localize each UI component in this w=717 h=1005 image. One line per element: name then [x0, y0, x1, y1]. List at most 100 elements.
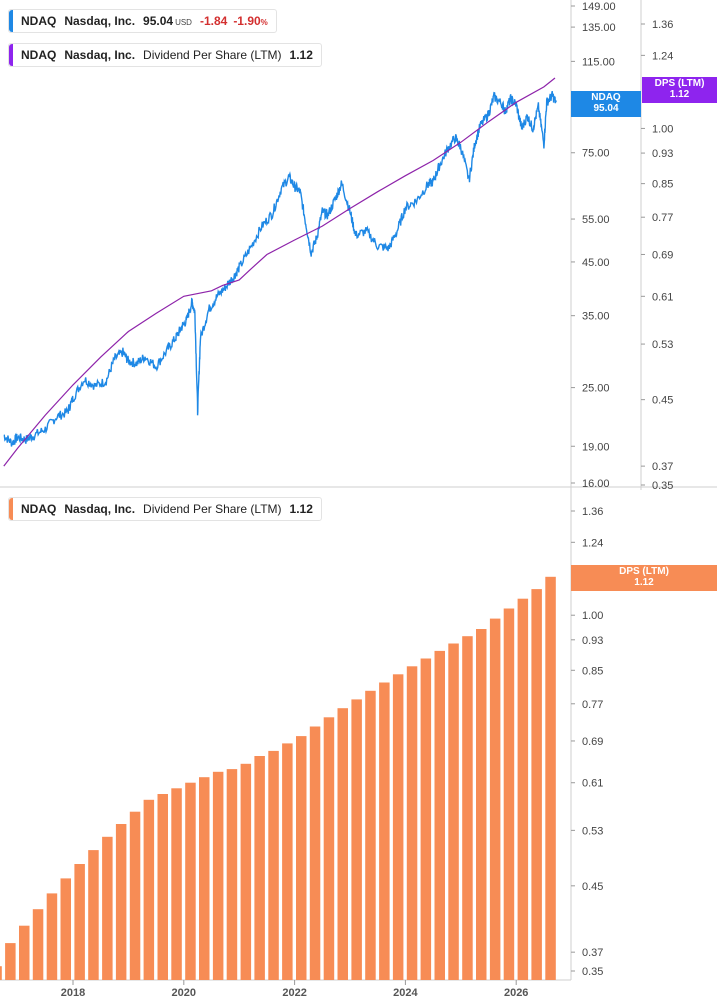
- dps-axis-tag-bottom: DPS (LTM) 1.12: [571, 565, 717, 591]
- dps-bar: [296, 736, 307, 980]
- dps-bar: [74, 864, 85, 980]
- dps-bar: [351, 699, 362, 980]
- legend-color-swatch: [9, 10, 13, 32]
- bar-axis-tick-label: 1.00: [582, 610, 603, 622]
- dps-bar: [282, 743, 293, 980]
- time-tick-label: 2026: [504, 987, 528, 999]
- dps-bar: [476, 629, 487, 980]
- dps-bar: [434, 650, 445, 980]
- dps-bar: [199, 777, 210, 980]
- dps-bar: [268, 750, 279, 980]
- dps-bar: [323, 717, 335, 980]
- bar-axis-tick-label: 0.85: [582, 665, 603, 677]
- dps-bar: [185, 782, 196, 980]
- dps-bar: [129, 811, 141, 980]
- price-tick-label: 25.00: [582, 383, 610, 395]
- dps-bar: [226, 769, 238, 980]
- dps-bar: [392, 674, 404, 980]
- dps-bar: [517, 598, 529, 980]
- dps-bar: [365, 690, 376, 980]
- legend-company-name: Nasdaq, Inc.: [64, 502, 136, 516]
- dps-bar: [503, 608, 515, 980]
- bar-axis-tick-label: 0.61: [582, 778, 603, 790]
- dps-tick-label: 1.00: [652, 123, 673, 135]
- time-tick-label: 2020: [172, 987, 196, 999]
- bar-axis-tick-label: 0.37: [582, 947, 603, 959]
- legend-dps-top[interactable]: NDAQ Nasdaq, Inc. Dividend Per Share (LT…: [8, 43, 322, 67]
- dps-bar: [157, 794, 168, 980]
- dps-bar: [531, 589, 542, 980]
- legend-metric-name: Dividend Per Share (LTM): [143, 48, 282, 62]
- price-tick-label: 115.00: [582, 56, 615, 68]
- price-tick-label: 19.00: [582, 441, 610, 453]
- dps-bar: [32, 909, 44, 980]
- legend-color-swatch: [9, 498, 13, 520]
- price-axis-tag: NDAQ 95.04: [571, 91, 641, 117]
- legend-price[interactable]: NDAQ Nasdaq, Inc. 95.04 USD -1.84 -1.90%: [8, 9, 277, 33]
- legend-change: -1.84: [199, 14, 228, 28]
- legend-ticker: NDAQ: [21, 14, 57, 28]
- bar-axis-tick-label: 1.24: [582, 537, 603, 549]
- dps-series-line: [3, 77, 556, 467]
- legend-metric-name: Dividend Per Share (LTM): [143, 502, 282, 516]
- dps-bar: [420, 658, 432, 980]
- dps-bar: [379, 682, 390, 980]
- legend-ticker: NDAQ: [21, 48, 57, 62]
- bar-axis-tick-label: 0.53: [582, 825, 603, 837]
- legend-metric-value: 1.12: [289, 48, 313, 62]
- legend-currency: USD: [175, 18, 192, 27]
- dps-tick-label: 0.61: [652, 291, 673, 303]
- dps-tick-label: 0.93: [652, 148, 673, 160]
- dps-bar: [171, 788, 182, 980]
- dps-tick-label: 0.77: [652, 212, 673, 224]
- price-tick-label: 135.00: [582, 22, 616, 34]
- price-tick-label: 149.00: [582, 1, 616, 13]
- dps-bar: [489, 618, 501, 980]
- dps-tick-label: 1.24: [652, 50, 673, 62]
- price-tick-label: 45.00: [582, 257, 610, 269]
- dps-tick-label: 0.53: [652, 339, 673, 351]
- price-tick-label: 16.00: [582, 478, 610, 490]
- legend-ticker: NDAQ: [21, 502, 57, 516]
- time-tick-label: 2022: [282, 987, 306, 999]
- dps-axis-tag-top: DPS (LTM) 1.12: [642, 77, 717, 103]
- dps-tick-label: 0.69: [652, 249, 673, 261]
- dps-bar: [448, 643, 459, 980]
- dps-tick-label: 0.35: [652, 480, 673, 492]
- dps-bar: [212, 771, 224, 980]
- dps-bar: [60, 878, 71, 980]
- legend-company-name: Nasdaq, Inc.: [64, 48, 136, 62]
- price-tick-label: 35.00: [582, 311, 610, 323]
- bar-axis-tick-label: 0.45: [582, 881, 603, 893]
- time-tick-label: 2018: [61, 987, 85, 999]
- dps-bar: [19, 925, 30, 980]
- dps-bar: [309, 726, 321, 980]
- dps-tick-label: 1.36: [652, 19, 673, 31]
- legend-color-swatch: [9, 44, 13, 66]
- price-series-line: [3, 90, 557, 447]
- legend-metric-value: 1.12: [289, 502, 313, 516]
- bar-axis-tick-label: 1.36: [582, 506, 603, 518]
- dps-bar: [254, 756, 265, 980]
- dps-tick-label: 0.37: [652, 461, 673, 473]
- dps-bar: [88, 850, 99, 980]
- dps-bar: [143, 799, 155, 980]
- legend-dps-bottom[interactable]: NDAQ Nasdaq, Inc. Dividend Per Share (LT…: [8, 497, 322, 521]
- bar-axis-tick-label: 0.77: [582, 699, 603, 711]
- bar-axis-tick-label: 0.69: [582, 736, 603, 748]
- dps-bar: [46, 893, 58, 980]
- legend-company-name: Nasdaq, Inc.: [64, 14, 136, 28]
- dps-bar: [240, 763, 252, 980]
- dps-tick-label: 0.45: [652, 395, 673, 407]
- legend-change-pct: -1.90%: [233, 14, 268, 28]
- price-tick-label: 55.00: [582, 214, 610, 226]
- bar-axis-tick-label: 0.93: [582, 635, 603, 647]
- dps-bar: [115, 824, 127, 980]
- time-tick-label: 2024: [393, 987, 418, 999]
- dps-bar: [102, 836, 113, 980]
- legend-price-value: 95.04: [143, 14, 174, 28]
- dps-bar: [337, 708, 348, 980]
- dps-bar: [5, 943, 16, 980]
- dps-bar: [462, 636, 473, 980]
